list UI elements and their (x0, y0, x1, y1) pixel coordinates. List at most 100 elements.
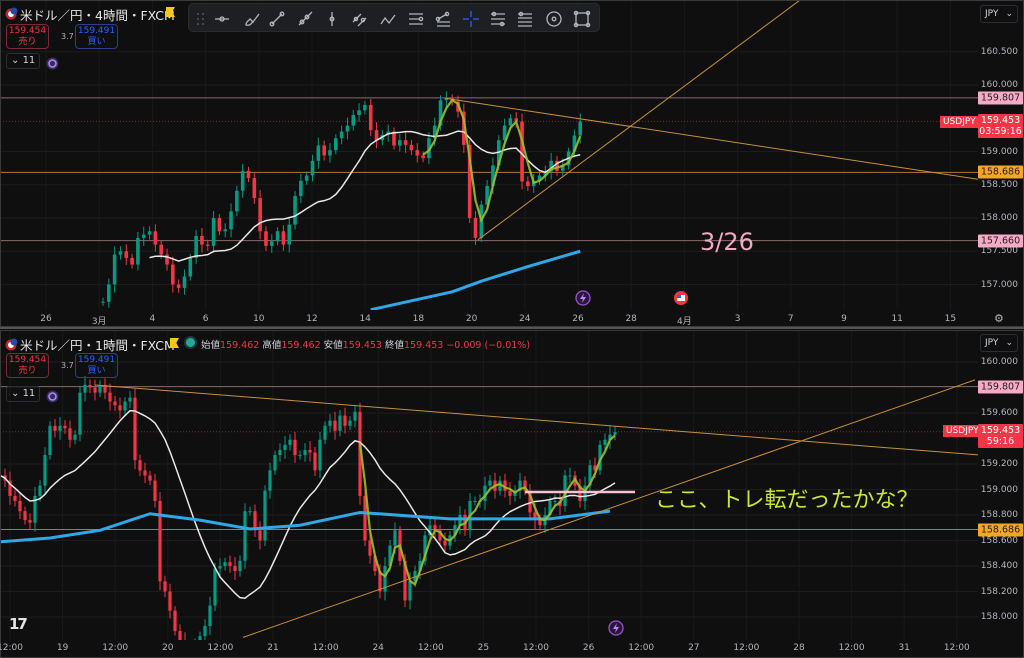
vertical-line-icon[interactable] (323, 10, 341, 28)
sync-icon[interactable] (46, 55, 59, 74)
settings-gear-icon[interactable]: ⚙ (994, 312, 1004, 325)
moving-average-line (1, 409, 616, 600)
candle-body (593, 465, 597, 471)
level-tag[interactable]: 157.660 (978, 234, 1023, 248)
candle-body (103, 384, 107, 393)
rectangle-icon[interactable] (573, 10, 591, 28)
horizontal-lines-icon[interactable] (407, 10, 425, 28)
candle-body (159, 244, 163, 255)
candle-body (583, 485, 587, 501)
path-icon[interactable] (379, 10, 397, 28)
candle-body (418, 560, 422, 572)
brush-icon[interactable] (243, 10, 261, 28)
candle-body (473, 500, 477, 502)
candle-body (263, 490, 267, 541)
chevron-down-icon: ⌄ (1005, 9, 1013, 19)
flag-marker-icon[interactable] (166, 7, 175, 17)
level-tag[interactable]: 158.686 (978, 165, 1023, 179)
trend-reversal-annotation[interactable]: ここ、トレ転だったかな？ (655, 488, 919, 513)
candle-body (502, 125, 507, 141)
candle-body (409, 144, 414, 151)
x-tick-label: 12:00 (417, 643, 444, 653)
candle-body (613, 432, 617, 435)
indicators-toggle[interactable]: ⌄ 11 (6, 386, 41, 402)
circle-icon[interactable] (545, 10, 563, 28)
candle-body (176, 284, 181, 288)
top-panel-frame (0, 0, 1024, 327)
candle-body (603, 439, 607, 445)
candle-body (188, 257, 193, 277)
date-annotation[interactable]: 3/26 (700, 228, 754, 256)
candle-body (538, 520, 542, 526)
sell-button[interactable]: 159.454 売り (6, 24, 49, 49)
candle-body (33, 495, 37, 523)
candle-body (101, 301, 105, 303)
moving-average-line (149, 130, 581, 262)
candle-body (183, 641, 186, 646)
sell-button[interactable]: 159.454 売り (6, 353, 49, 378)
lightning-event-icon[interactable] (608, 620, 624, 640)
x-tick-label: 12:00 (207, 643, 234, 653)
sync-icon[interactable] (46, 388, 59, 407)
buy-price: 159.491 (77, 26, 116, 36)
y-tick-label: 160.500 (980, 46, 1018, 57)
gann-levels-icon[interactable] (516, 10, 534, 28)
candle-body (98, 384, 102, 393)
candle-body (288, 439, 292, 445)
candle-body (363, 104, 367, 111)
bar-countdown: 03:59:16 (979, 126, 1022, 137)
candle-body (158, 500, 162, 582)
candle-body (373, 555, 377, 572)
x-tick-label: 24 (372, 643, 384, 653)
candle-body (438, 100, 443, 126)
candle-body (415, 150, 420, 156)
currency-selector[interactable]: JPY ⌄ (980, 334, 1018, 352)
ohlc-label: 高値 (262, 340, 282, 351)
candle-body (578, 121, 583, 136)
candle-body (141, 234, 146, 238)
fib-retracement-icon[interactable] (434, 10, 452, 28)
buy-label: 買い (87, 37, 106, 47)
candle-body (598, 444, 602, 471)
candle-body (433, 525, 437, 531)
us-economic-event-icon[interactable] (673, 290, 689, 310)
candle-body (467, 144, 472, 218)
lightning-event-icon[interactable] (575, 290, 591, 310)
indicator-count: 11 (22, 55, 36, 66)
candle-body (198, 636, 202, 640)
symbol-title[interactable]: 米ドル／円・4時間・FXCM (20, 8, 175, 23)
indicators-toggle[interactable]: ⌄ 11 (6, 53, 41, 69)
candle-body (205, 244, 210, 246)
buy-button[interactable]: 159.491 買い (75, 353, 118, 378)
candle-body (518, 480, 522, 491)
level-tag[interactable]: 159.807 (978, 91, 1023, 105)
tradingview-logo[interactable]: 17 (9, 615, 28, 633)
x-tick-label: 11 (891, 314, 903, 324)
level-tag[interactable]: 159.807 (978, 380, 1023, 394)
trend-line-icon[interactable] (268, 10, 286, 28)
candle-body (43, 455, 47, 486)
symbol-title[interactable]: 米ドル／円・1時間・FXCM (20, 338, 175, 353)
candle-body (339, 131, 344, 139)
x-tick-label: 26 (40, 314, 52, 324)
currency-selector[interactable]: JPY ⌄ (980, 5, 1018, 23)
parallel-lines-icon[interactable] (351, 10, 369, 28)
x-tick-label: 9 (841, 314, 847, 324)
crosshair-icon[interactable] (462, 10, 480, 28)
ray-icon[interactable] (296, 10, 314, 28)
fib-levels-icon[interactable] (489, 10, 507, 28)
candle-body (171, 264, 175, 285)
long-moving-average-line (1, 509, 611, 544)
candle-body (473, 218, 478, 238)
horizontal-ray-icon[interactable] (213, 10, 231, 28)
plot-area (1, 1, 978, 310)
buy-button[interactable]: 159.491 買い (75, 24, 118, 49)
level-tag[interactable]: 158.686 (978, 523, 1023, 537)
candle-body (444, 98, 449, 101)
candle-body (13, 495, 17, 501)
candle-body (568, 475, 572, 477)
drag-handle-icon[interactable] (192, 10, 210, 28)
flag-marker-icon[interactable] (170, 338, 179, 348)
x-tick-label: 18 (412, 314, 425, 324)
